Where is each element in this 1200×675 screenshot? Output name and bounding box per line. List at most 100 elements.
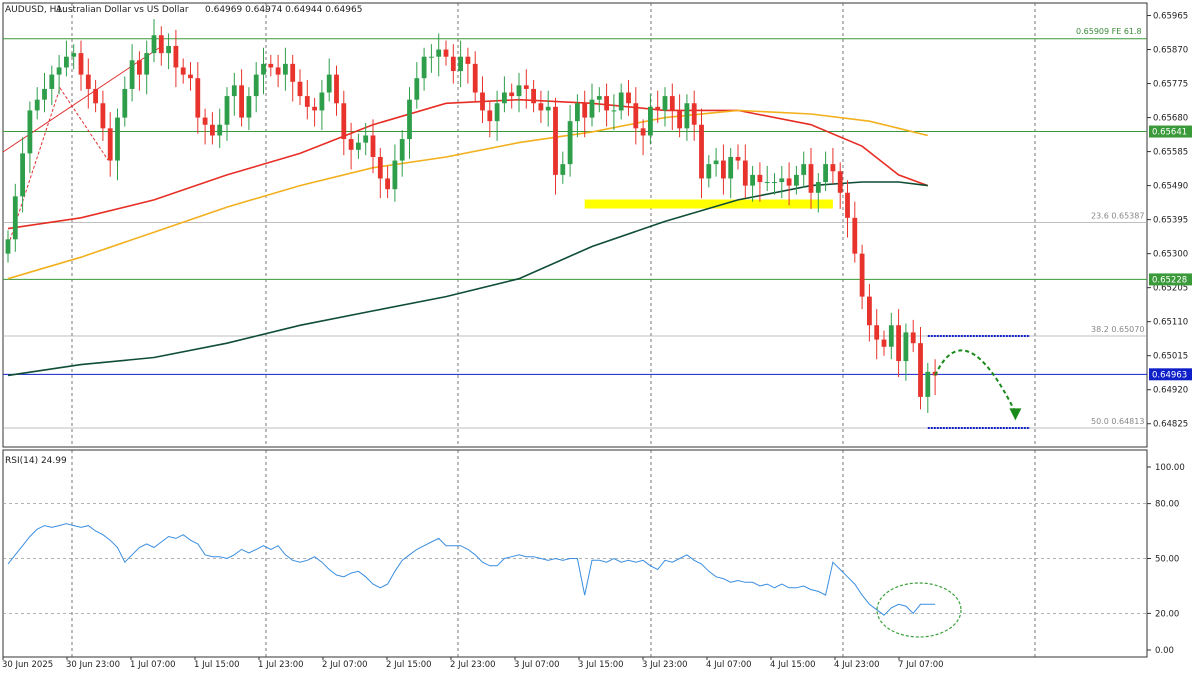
candle-body: [925, 371, 931, 397]
candle: [611, 94, 617, 131]
time-tick-label: 4 Jul 15:00: [770, 660, 816, 670]
candle-body: [706, 164, 712, 179]
candle-body: [414, 78, 420, 100]
candle: [618, 83, 624, 120]
candle-body: [691, 103, 697, 125]
candle: [93, 79, 98, 113]
candle-body: [27, 110, 33, 154]
price-tick-label: 0.65585: [1153, 148, 1188, 158]
candle: [217, 108, 223, 149]
time-tick-label: 2 Jul 23:00: [450, 660, 496, 670]
annotation-labels: 0.65641 0.65228 0.64963 23.6 0.65387 38.2 0.…: [1076, 27, 1192, 426]
candle-body: [304, 96, 310, 107]
candle: [830, 148, 836, 184]
candle: [421, 47, 427, 91]
zigzag-line: [9, 86, 109, 241]
candle: [334, 65, 339, 116]
rsi-tick-label: 80.00: [1155, 500, 1179, 510]
candle-body: [677, 110, 682, 129]
time-tick-label: 1 Jul 07:00: [130, 660, 176, 670]
candle-body: [348, 139, 354, 150]
time-tick-label: 4 Jul 07:00: [706, 660, 752, 670]
candle-body: [786, 178, 792, 186]
candle: [626, 79, 631, 116]
candle-body: [421, 56, 427, 79]
price-label: 0.65228: [1152, 275, 1187, 285]
candle: [151, 19, 157, 63]
candle-body: [268, 63, 274, 68]
candle: [728, 148, 734, 199]
time-tick-label: 3 Jul 07:00: [514, 660, 560, 670]
candle-body: [356, 142, 361, 150]
candle-body: [246, 96, 252, 118]
candle-body: [618, 92, 624, 111]
candle-body: [567, 121, 573, 165]
candle-body: [881, 339, 887, 347]
candle: [545, 90, 551, 127]
candle-body: [202, 117, 208, 125]
fib-annotation: 50.0 0.64813: [1091, 417, 1144, 426]
candle: [691, 90, 697, 141]
candle-body: [589, 99, 595, 118]
candle-body: [450, 56, 456, 72]
price-tick-label: 0.65490: [1153, 182, 1188, 192]
candle: [56, 54, 62, 95]
candle-body: [757, 174, 763, 183]
candle: [713, 148, 719, 177]
candle-body: [407, 99, 412, 140]
candle: [180, 58, 186, 84]
candle-body: [523, 85, 529, 89]
time-tick-label: 4 Jul 23:00: [834, 660, 880, 670]
projection-path: [934, 349, 1017, 413]
price-tick-label: 0.65775: [1153, 80, 1188, 90]
candle-body: [326, 74, 332, 93]
candle: [195, 62, 201, 134]
price-tick-label: 0.65110: [1153, 318, 1188, 328]
candle: [553, 97, 558, 195]
time-tick-label: 30 Jun 2025: [2, 660, 53, 670]
candle-body: [78, 53, 84, 75]
candle-body: [852, 217, 858, 254]
moving-average-ma_slow: [7, 181, 928, 377]
candle: [78, 40, 84, 91]
candle: [808, 148, 814, 209]
candle-body: [363, 135, 369, 143]
price-tick-label: 0.65205: [1153, 284, 1188, 294]
candle-body: [12, 196, 18, 240]
candle: [42, 72, 47, 113]
candle: [465, 47, 471, 84]
candle-body: [918, 343, 923, 397]
price-axis: 0.65965 0.65870 0.65775 0.65680 0.65585 0.654…: [1147, 12, 1188, 656]
candle: [852, 201, 858, 263]
candle-body: [553, 106, 558, 175]
candle: [801, 151, 807, 188]
projection-arrow: [927, 335, 1030, 430]
candle-body: [224, 96, 230, 125]
candle-body: [129, 60, 135, 89]
candle-body: [137, 60, 142, 75]
candle-body: [377, 156, 383, 179]
candle-body: [275, 67, 281, 75]
candle: [12, 183, 18, 252]
candle: [158, 26, 164, 66]
rsi-tick-label: 20.00: [1155, 609, 1179, 619]
candle-body: [458, 56, 463, 72]
candle: [823, 151, 828, 191]
candle: [297, 69, 303, 106]
candle: [385, 165, 390, 199]
candle-body: [261, 63, 266, 75]
candle: [377, 148, 383, 199]
candle-body: [596, 96, 602, 100]
candle-body: [867, 296, 872, 326]
candle-body: [253, 74, 259, 97]
candle-body: [815, 182, 821, 193]
price-tick-label: 0.64920: [1153, 386, 1188, 396]
time-tick-label: 2 Jul 15:00: [386, 660, 432, 670]
candle: [560, 151, 566, 184]
time-axis: 30 Jun 2025 30 Jun 23:00 1 Jul 07:00 1 Jul …: [2, 657, 944, 670]
candle: [304, 79, 310, 120]
price-tick-label: 0.65015: [1153, 352, 1188, 362]
candle-body: [750, 174, 755, 186]
candle-body: [648, 106, 653, 136]
candle-body: [93, 88, 98, 104]
